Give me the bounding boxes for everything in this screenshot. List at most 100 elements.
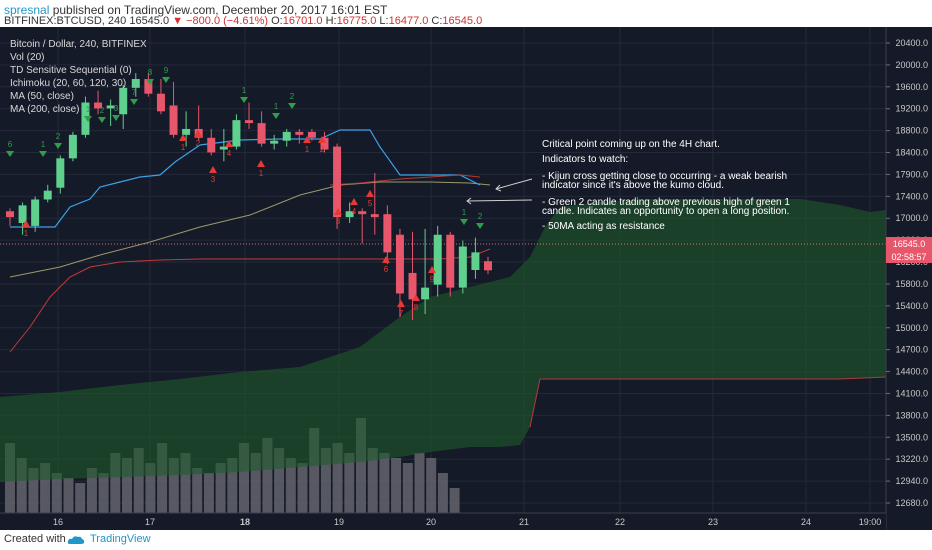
price-axis-label: 20400.0 bbox=[895, 38, 928, 48]
candle-body bbox=[345, 211, 354, 218]
candle-body bbox=[68, 134, 77, 159]
candle-body bbox=[43, 190, 52, 200]
annotation-point1-cont: indicator since it's above the kumo clou… bbox=[542, 180, 724, 191]
price-axis-label: 15000.0 bbox=[895, 323, 928, 333]
close-label: C: bbox=[431, 15, 443, 27]
time-axis-label: 23 bbox=[708, 517, 718, 527]
legend-item: Ichimoku (20, 60, 120, 30) bbox=[10, 78, 126, 89]
ma200-line bbox=[9, 248, 491, 353]
volume-bar bbox=[192, 468, 203, 513]
td-red-count: 6 bbox=[384, 265, 389, 274]
candle-body bbox=[358, 211, 367, 215]
candle-body bbox=[395, 234, 404, 294]
td-red-count: 4 bbox=[352, 207, 357, 216]
td-green-count: 1 bbox=[462, 208, 467, 217]
candle-body bbox=[156, 93, 165, 112]
price-axis-label: 13220.0 bbox=[895, 454, 928, 464]
volume-bar bbox=[285, 458, 296, 513]
td-green-count: 1 bbox=[242, 86, 247, 95]
td-green-down-arrow-icon bbox=[476, 223, 484, 229]
candle-body bbox=[232, 120, 241, 147]
td-green-down-arrow-icon bbox=[240, 97, 248, 103]
td-red-count: 7 bbox=[399, 309, 404, 318]
price-axis-label: 17900.0 bbox=[895, 169, 928, 179]
price-axis-label: 14400.0 bbox=[895, 367, 928, 377]
publish-line: spresnal published on TradingView.com, D… bbox=[4, 3, 387, 17]
time-axis-label: 18 bbox=[240, 517, 250, 527]
tradingview-cloud-icon[interactable] bbox=[67, 535, 85, 545]
countdown-badge-label: 02:58:57 bbox=[891, 252, 926, 262]
price-axis[interactable]: 20400.0 20000.0 19600.0 19200.0 18800.0 18400… bbox=[885, 27, 932, 530]
kumo-cloud bbox=[0, 199, 887, 482]
volume-bar bbox=[426, 458, 437, 513]
low-value: 16477.0 bbox=[388, 15, 429, 27]
time-axis-label: 19 bbox=[334, 517, 344, 527]
candle-body bbox=[484, 261, 492, 271]
volume-bar bbox=[239, 443, 249, 513]
price-axis-label: 20000.0 bbox=[895, 60, 928, 70]
candle-body bbox=[245, 120, 253, 124]
candle-body bbox=[282, 131, 291, 141]
price-axis-bg bbox=[886, 27, 932, 530]
last-price: 16545.0 bbox=[129, 15, 170, 27]
indicator-lines bbox=[0, 129, 886, 353]
td-red-up-arrow-icon bbox=[397, 300, 405, 307]
footer-bar: Created with TradingView bbox=[0, 530, 932, 550]
annotation-point1: - Kijun cross getting close to occurring… bbox=[542, 171, 787, 182]
username-link[interactable]: spresnal bbox=[4, 3, 50, 17]
header-bar: spresnal published on TradingView.com, D… bbox=[0, 0, 932, 27]
candle-body bbox=[144, 79, 153, 94]
td-red-up-arrow-icon bbox=[428, 266, 436, 273]
annotation-subtitle: Indicators to watch: bbox=[542, 154, 628, 165]
td-green-down-arrow-icon bbox=[272, 113, 280, 119]
time-axis-label: 24 bbox=[801, 517, 811, 527]
td-red-up-arrow-icon bbox=[194, 130, 202, 137]
td-red-count: 1 bbox=[181, 143, 186, 152]
candle-body bbox=[94, 102, 103, 109]
td-red-count: 8 bbox=[414, 303, 419, 312]
low-label: L: bbox=[379, 15, 389, 27]
td-green-count: 2 bbox=[478, 212, 483, 221]
arrow-line bbox=[495, 178, 533, 190]
candle-body bbox=[106, 105, 115, 109]
td-green-down-arrow-icon bbox=[112, 115, 120, 121]
time-axis-label: 19:00 bbox=[859, 517, 882, 527]
volume-bar bbox=[332, 443, 343, 513]
price-axis-label: 19200.0 bbox=[895, 104, 928, 114]
td-red-count: 1 bbox=[24, 229, 29, 238]
high-value: 16775.0 bbox=[336, 15, 377, 27]
time-axis[interactable]: 16 17 18 19 20 21 22 23 24 19:00 bbox=[0, 512, 886, 530]
volume-bar bbox=[122, 458, 132, 513]
td-red-up-arrow-icon bbox=[318, 136, 326, 143]
price-axis-label: 12940.0 bbox=[895, 476, 928, 486]
price-axis-label: 15800.0 bbox=[895, 279, 928, 289]
volume-bar bbox=[157, 443, 168, 513]
price-badge: 16545.0 02:58:57 bbox=[886, 237, 932, 263]
price-axis-label: 17000.0 bbox=[895, 213, 928, 223]
candle-body bbox=[219, 146, 228, 150]
td-green-down-arrow-icon bbox=[162, 77, 170, 83]
volume-bars bbox=[5, 418, 460, 513]
tradingview-brand-link[interactable]: TradingView bbox=[90, 533, 151, 545]
td-green-down-arrow-icon bbox=[6, 151, 14, 157]
td-green-count: 1 bbox=[274, 102, 279, 111]
volume-bar bbox=[262, 438, 273, 513]
candle-body bbox=[81, 102, 90, 135]
td-red-count: 5 bbox=[368, 199, 373, 208]
arrow-line bbox=[466, 199, 533, 202]
td-red-up-arrow-icon bbox=[179, 134, 187, 141]
volume-bar bbox=[40, 463, 51, 513]
td-red-up-arrow-icon bbox=[334, 208, 342, 215]
volume-bar bbox=[391, 458, 402, 513]
volume-bar bbox=[168, 458, 179, 513]
volume-bar bbox=[367, 448, 378, 513]
annotation-point2: - Green 2 candle trading above previous … bbox=[542, 197, 790, 208]
close-value: 16545.0 bbox=[442, 15, 483, 27]
open-label: O: bbox=[271, 15, 283, 27]
td-green-down-arrow-icon bbox=[146, 79, 154, 85]
price-badge-label: 16545.0 bbox=[893, 239, 926, 249]
td-red-up-arrow-icon bbox=[22, 220, 30, 227]
arrow-head-icon bbox=[495, 184, 502, 192]
